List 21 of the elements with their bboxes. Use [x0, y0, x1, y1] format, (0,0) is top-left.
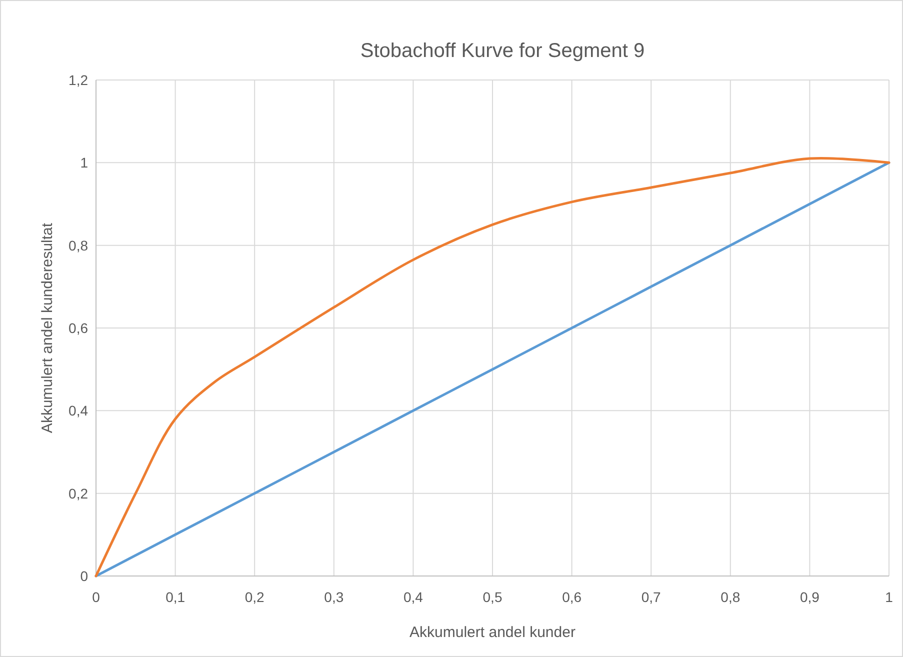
x-tick-label: 0,3	[324, 589, 344, 605]
x-tick-label: 0,7	[641, 589, 662, 605]
y-axis-title: Akkumulert andel kunderesultat	[39, 222, 56, 434]
y-tick-label: 1	[80, 154, 88, 171]
x-tick-label: 0,4	[403, 589, 424, 605]
x-tick-label: 0	[92, 589, 100, 605]
x-tick-label: 0,9	[800, 589, 820, 605]
y-tick-label: 0,4	[68, 402, 88, 419]
chart-title: Stobachoff Kurve for Segment 9	[360, 40, 645, 62]
x-tick-label: 0,8	[720, 589, 740, 605]
x-tick-label: 1	[885, 589, 894, 605]
x-tick-label: 0,5	[482, 589, 502, 605]
y-tick-label: 0,6	[68, 320, 88, 336]
y-tick-label: 0,2	[68, 485, 88, 502]
x-tick-label: 0,1	[166, 589, 186, 605]
x-axis-title: Akkumulert andel kunder	[410, 624, 576, 641]
x-tick-label: 0,6	[562, 589, 582, 605]
x-tick-label: 0,2	[244, 589, 265, 605]
y-tick-label: 0,8	[68, 237, 88, 254]
y-tick-label: 1,2	[68, 72, 88, 88]
y-tick-label: 0	[80, 568, 88, 584]
